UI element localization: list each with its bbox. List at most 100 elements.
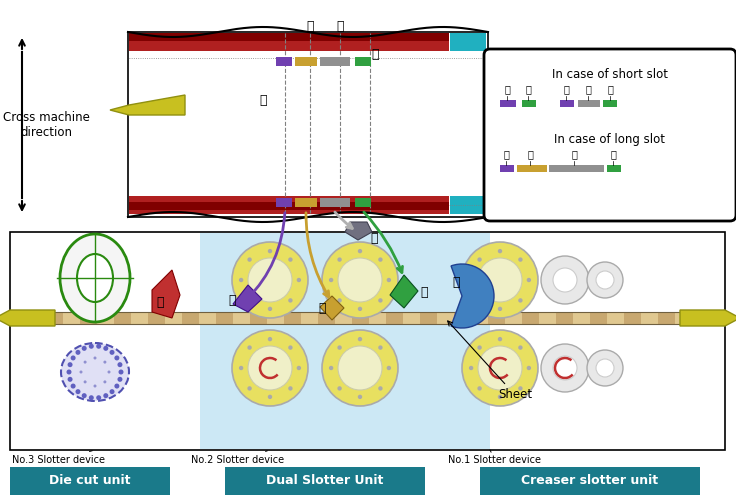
Bar xyxy=(131,312,148,324)
Bar xyxy=(225,467,425,495)
Circle shape xyxy=(118,362,122,367)
Circle shape xyxy=(110,389,115,394)
Text: Ⓕ: Ⓕ xyxy=(336,20,344,32)
Circle shape xyxy=(89,395,93,400)
Circle shape xyxy=(118,377,122,382)
Bar xyxy=(658,312,675,324)
Circle shape xyxy=(378,345,383,350)
Circle shape xyxy=(71,355,76,360)
Bar xyxy=(129,202,449,210)
Bar xyxy=(386,312,403,324)
Text: In case of long slot: In case of long slot xyxy=(554,134,665,147)
Bar xyxy=(46,312,63,324)
Ellipse shape xyxy=(77,254,113,302)
Circle shape xyxy=(84,381,87,384)
Text: Ⓑ: Ⓑ xyxy=(420,285,428,298)
Circle shape xyxy=(596,359,614,377)
Text: Ⓒ: Ⓒ xyxy=(259,94,266,106)
Circle shape xyxy=(337,258,342,262)
Circle shape xyxy=(232,330,308,406)
Bar xyxy=(624,312,641,324)
Bar xyxy=(450,196,486,214)
Circle shape xyxy=(469,366,473,370)
Bar xyxy=(29,312,46,324)
Bar xyxy=(522,100,536,107)
Bar xyxy=(355,198,371,207)
Circle shape xyxy=(322,330,398,406)
Circle shape xyxy=(469,278,473,282)
Text: Ⓒ: Ⓒ xyxy=(563,84,569,94)
Circle shape xyxy=(518,258,523,262)
Circle shape xyxy=(110,350,115,355)
Circle shape xyxy=(103,381,107,384)
Circle shape xyxy=(103,360,107,363)
Bar xyxy=(128,32,488,217)
Circle shape xyxy=(518,386,523,391)
Circle shape xyxy=(82,346,87,351)
Circle shape xyxy=(587,350,623,386)
Circle shape xyxy=(378,258,383,262)
Bar xyxy=(320,57,350,66)
Bar xyxy=(200,233,490,449)
Bar xyxy=(12,312,724,324)
Circle shape xyxy=(478,258,482,262)
Text: Cross machine
direction: Cross machine direction xyxy=(3,111,90,139)
Circle shape xyxy=(478,346,522,390)
Circle shape xyxy=(289,345,293,350)
Text: Creaser slotter unit: Creaser slotter unit xyxy=(521,474,659,487)
Text: In case of short slot: In case of short slot xyxy=(552,69,668,82)
Circle shape xyxy=(337,386,342,391)
Bar xyxy=(675,312,692,324)
Bar xyxy=(641,312,658,324)
Circle shape xyxy=(93,356,96,359)
Bar xyxy=(97,312,114,324)
Text: Ⓒ: Ⓒ xyxy=(504,84,510,94)
Circle shape xyxy=(103,346,108,351)
Circle shape xyxy=(79,370,82,373)
Bar xyxy=(250,312,267,324)
Circle shape xyxy=(248,346,292,390)
Ellipse shape xyxy=(61,343,129,401)
Circle shape xyxy=(329,278,333,282)
Bar xyxy=(301,312,318,324)
Bar xyxy=(573,312,590,324)
Circle shape xyxy=(239,366,244,370)
Polygon shape xyxy=(680,310,736,326)
Text: Ⓑ: Ⓑ xyxy=(525,84,531,94)
Circle shape xyxy=(386,366,391,370)
Circle shape xyxy=(378,298,383,302)
Text: Ⓔ: Ⓔ xyxy=(318,301,326,314)
Circle shape xyxy=(103,393,108,398)
Circle shape xyxy=(378,386,383,391)
Text: Ⓓ: Ⓓ xyxy=(156,295,163,308)
Bar xyxy=(590,312,607,324)
Circle shape xyxy=(268,395,272,399)
Circle shape xyxy=(596,271,614,289)
Text: Ⓑ: Ⓑ xyxy=(607,84,613,94)
Circle shape xyxy=(93,385,96,388)
Circle shape xyxy=(114,384,119,389)
Bar xyxy=(578,100,600,107)
Text: Sheet: Sheet xyxy=(447,321,532,402)
Bar xyxy=(276,198,292,207)
Text: Ⓔ: Ⓔ xyxy=(306,20,314,32)
Text: Ⓑ: Ⓑ xyxy=(371,48,379,61)
Polygon shape xyxy=(233,285,262,312)
Bar xyxy=(352,312,369,324)
Bar xyxy=(284,312,301,324)
Circle shape xyxy=(358,306,362,311)
Circle shape xyxy=(553,356,577,380)
Polygon shape xyxy=(152,270,180,318)
Circle shape xyxy=(587,262,623,298)
Text: No.1 Slotter device: No.1 Slotter device xyxy=(448,450,542,465)
Circle shape xyxy=(107,370,110,373)
Circle shape xyxy=(297,278,301,282)
Circle shape xyxy=(232,242,308,318)
Text: No.2 Slotter device: No.2 Slotter device xyxy=(191,451,285,465)
Wedge shape xyxy=(451,264,494,328)
Text: No.3 Slotter device: No.3 Slotter device xyxy=(12,451,105,465)
Circle shape xyxy=(553,268,577,292)
Text: Ⓕ: Ⓕ xyxy=(370,231,378,244)
Circle shape xyxy=(289,298,293,302)
Text: Ⓕ: Ⓕ xyxy=(585,84,591,94)
